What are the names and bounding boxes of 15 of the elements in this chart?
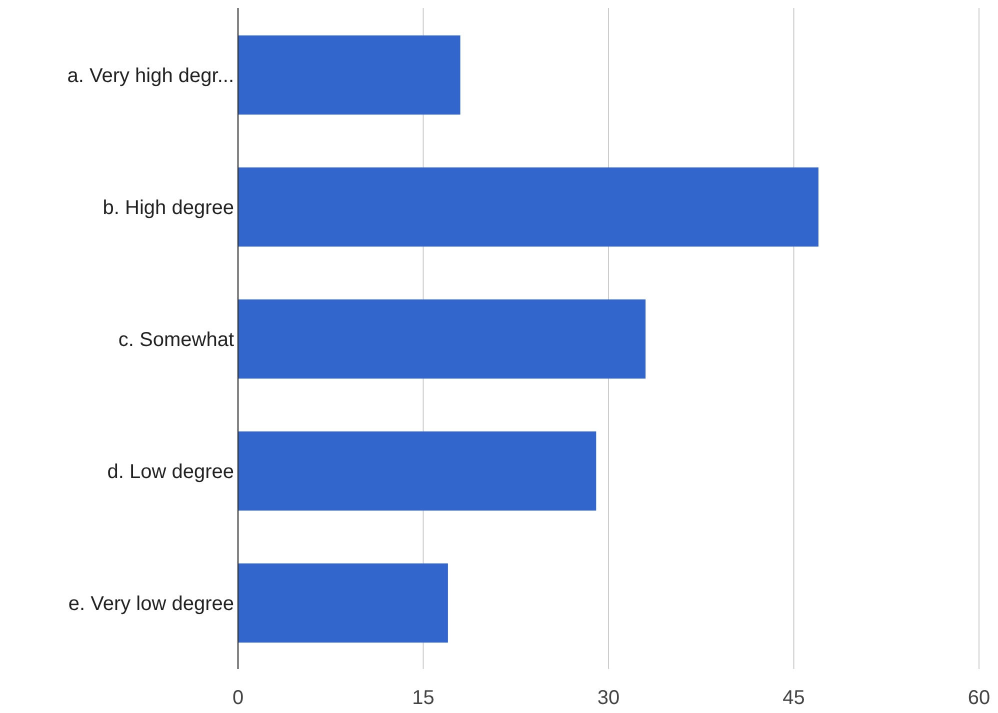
bar	[238, 35, 460, 115]
x-tick-label: 30	[597, 687, 620, 709]
bar	[238, 167, 818, 247]
x-tick-label: 60	[968, 687, 990, 709]
y-tick-label: e. Very low degree	[68, 593, 234, 615]
y-tick-label: b. High degree	[102, 197, 234, 219]
y-tick-label: c. Somewhat	[118, 329, 234, 351]
bar	[238, 299, 646, 379]
x-tick-label: 15	[412, 687, 434, 709]
bar	[238, 563, 448, 643]
x-tick-label: 0	[232, 687, 244, 709]
y-tick-label: d. Low degree	[107, 461, 234, 483]
x-tick-label: 45	[782, 687, 805, 709]
bar	[238, 431, 596, 511]
y-tick-label: a. Very high degr...	[67, 65, 234, 87]
